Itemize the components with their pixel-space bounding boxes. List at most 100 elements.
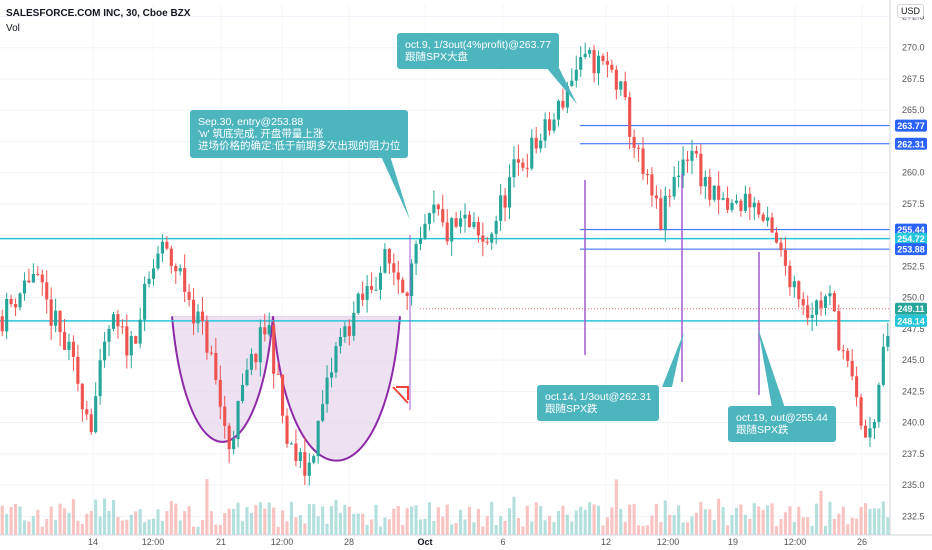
candle-body xyxy=(49,299,53,326)
candle-body xyxy=(240,385,245,401)
volume-bar xyxy=(169,501,173,535)
volume-bar xyxy=(490,501,494,535)
candle-body xyxy=(111,314,116,329)
volume-bar xyxy=(681,522,685,535)
currency-selector[interactable]: USD xyxy=(896,4,924,18)
volume-bar xyxy=(218,524,222,535)
candle-body xyxy=(623,81,627,98)
volume-layer xyxy=(0,479,890,535)
level-badge-label: 254.72 xyxy=(897,234,925,244)
volume-bar xyxy=(863,503,868,535)
y-tick-label: 252.5 xyxy=(902,261,925,271)
volume-bar xyxy=(276,526,280,535)
candle-body xyxy=(774,232,779,243)
candle-body xyxy=(530,137,534,169)
candle-body xyxy=(815,300,819,315)
candle-body xyxy=(579,57,583,70)
candle-body xyxy=(494,220,498,234)
candle-body xyxy=(432,204,436,214)
price-axis: 232.5 235.0 237.5 240.0 242.5 245.0 247.5 250.0… xyxy=(889,0,925,535)
candle-body xyxy=(125,326,129,356)
candle-body xyxy=(410,263,414,296)
volume-bar xyxy=(329,506,334,535)
volume-bar xyxy=(334,499,338,535)
volume-bar xyxy=(801,517,805,535)
candle-body xyxy=(192,299,196,324)
annotation-oct14-line-2: 跟随SPX跌 xyxy=(545,403,598,415)
y-tick-label: 257.5 xyxy=(902,199,925,209)
candle-body xyxy=(143,283,147,320)
candle-body xyxy=(436,204,440,210)
volume-bar xyxy=(494,525,498,535)
volume-bar xyxy=(637,525,641,535)
candle-body xyxy=(668,195,672,197)
candle-body xyxy=(788,265,792,288)
candle-body xyxy=(134,336,138,344)
volume-bar xyxy=(855,518,859,535)
volume-bar xyxy=(45,518,49,535)
volume-bar xyxy=(565,514,569,535)
volume-bar xyxy=(5,513,9,535)
volume-bar xyxy=(841,506,845,535)
level-badge xyxy=(895,302,927,315)
x-tick-label: 12 xyxy=(601,537,611,547)
volume-bar xyxy=(641,526,645,535)
candle-body xyxy=(797,281,801,300)
candle-body xyxy=(748,193,752,208)
candle-body xyxy=(396,272,400,280)
y-tick-label: 247.5 xyxy=(902,324,925,334)
candle-body xyxy=(850,360,854,377)
candle-body xyxy=(387,249,391,264)
volume-bar xyxy=(383,517,387,535)
candle-body xyxy=(347,326,351,336)
candle-body xyxy=(463,214,467,219)
volume-bar xyxy=(761,509,765,535)
volume-bar xyxy=(165,510,169,535)
y-tick-label: 250.0 xyxy=(902,293,925,303)
candle-body xyxy=(356,293,360,313)
volume-bar xyxy=(272,507,276,535)
candle-body xyxy=(806,305,810,318)
annotation-oct19: oct.19, out@255.44 跟随SPX跌 xyxy=(728,406,836,442)
volume-bar xyxy=(356,513,360,535)
volume-bar xyxy=(552,521,556,535)
candle-body xyxy=(637,147,641,149)
volume-bar xyxy=(214,524,218,535)
candle-body xyxy=(743,193,747,211)
volume-bar xyxy=(516,518,520,535)
candle-body xyxy=(819,300,823,308)
annotation-oct14: oct.14, 1/3out@262.31 跟随SPX跌 xyxy=(537,385,660,421)
volume-bar xyxy=(596,505,601,535)
volume-bar xyxy=(668,514,672,535)
candle-body xyxy=(534,137,538,149)
volume-bar xyxy=(129,514,133,535)
volume-bar xyxy=(370,519,374,535)
candle-body xyxy=(245,369,249,386)
candle-body xyxy=(232,439,236,450)
volume-bar xyxy=(459,509,463,535)
volume-bar xyxy=(441,516,445,535)
volume-bar xyxy=(579,506,583,535)
candle-body xyxy=(734,200,739,203)
candle-body xyxy=(539,140,543,149)
annotation-entry-line-2: 'w' 筑底完成, 开盘带量上涨 xyxy=(198,128,324,140)
candle-body xyxy=(156,253,160,269)
grid-layer xyxy=(0,4,890,535)
volume-bar xyxy=(543,520,547,535)
symbol-title: SALESFORCE.COM INC, 30, Cboe BZX xyxy=(6,8,191,19)
w-pattern-fill-left xyxy=(172,316,273,442)
candle-body xyxy=(663,195,667,230)
candle-body xyxy=(761,214,765,221)
candle-body xyxy=(187,291,191,300)
candle-body xyxy=(512,159,516,178)
volume-bar xyxy=(463,519,467,535)
volume-bar xyxy=(623,521,627,535)
candle-body xyxy=(289,443,294,445)
entry-arrow-head xyxy=(396,386,409,400)
level-badge-label: 248.14 xyxy=(897,316,925,326)
volume-bar xyxy=(116,516,120,535)
candle-body xyxy=(374,289,378,291)
volume-bar xyxy=(548,515,552,535)
annotation-oct9-line-2: 跟随SPX大盘 xyxy=(405,51,469,63)
